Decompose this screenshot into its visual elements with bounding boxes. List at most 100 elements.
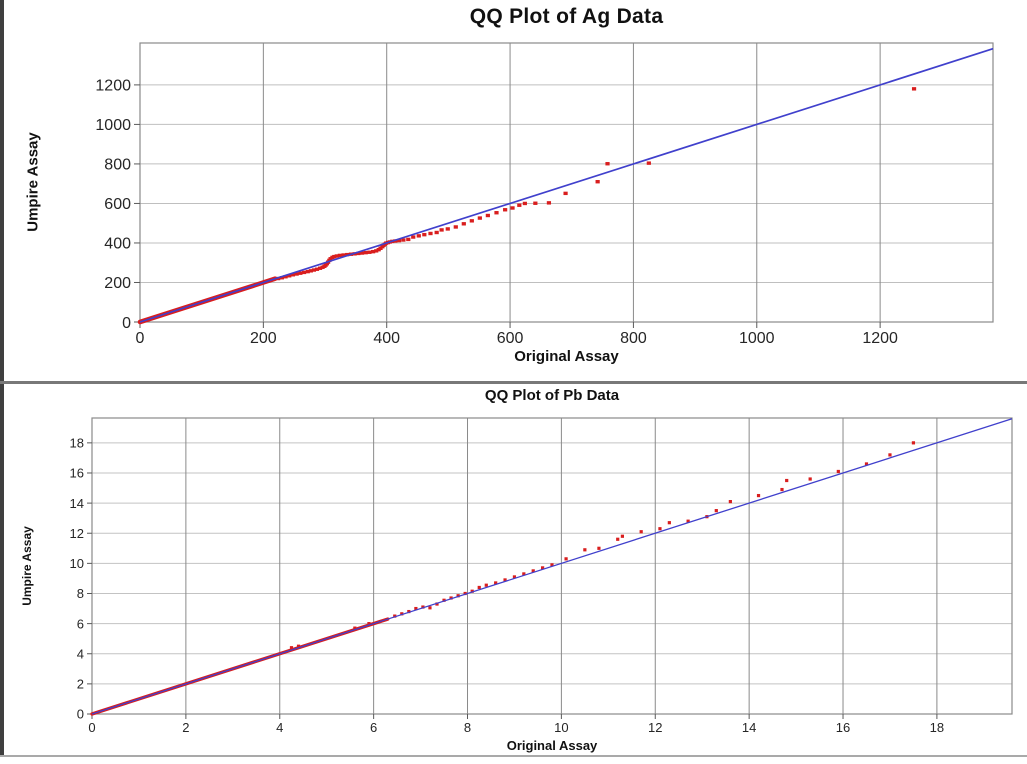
scatter-point: [541, 566, 545, 570]
y-tick-label: 200: [104, 275, 131, 292]
scatter-point: [290, 273, 296, 277]
scatter-point: [283, 275, 288, 279]
scatter-point: [522, 572, 526, 576]
scatter-point: [714, 509, 718, 513]
scatter-point: [407, 609, 411, 614]
scatter-point: [359, 251, 365, 255]
x-tick-label: 16: [836, 720, 850, 735]
scatter-point: [808, 477, 812, 481]
scatter-point: [442, 598, 446, 602]
scatter-point: [616, 537, 620, 541]
x-tick-label: 18: [930, 720, 944, 735]
scatter-point: [494, 211, 499, 215]
y-tick-label: 1200: [95, 78, 131, 95]
scatter-point: [393, 614, 397, 618]
scatter-point: [780, 487, 784, 492]
scatter-point: [686, 519, 690, 523]
y-tick-label: 4: [77, 646, 84, 661]
scatter-point: [332, 254, 337, 259]
scatter-point: [517, 203, 522, 207]
scatter-point: [503, 578, 507, 582]
pb-y-axis-title: Umpire Assay: [20, 526, 34, 606]
ag-y-axis-title: Umpire Assay: [24, 132, 42, 232]
scatter-point: [658, 527, 662, 531]
scatter-point: [311, 268, 317, 272]
scatter-point: [531, 569, 535, 573]
ag-x-axis-title: Original Assay: [514, 348, 619, 365]
y-tick-label: 16: [70, 466, 84, 481]
scatter-point: [287, 274, 292, 278]
scatter-point: [435, 602, 439, 606]
y-tick-label: 800: [104, 157, 131, 174]
scatter-point: [363, 250, 368, 255]
scatter-point: [510, 206, 515, 210]
y-tick-label: 10: [70, 556, 84, 571]
panel-divider-line: [0, 381, 1027, 384]
scatter-point: [367, 622, 371, 626]
scatter-point: [605, 162, 610, 166]
ag-chart-canvas: 0 200 400 600 800 1000 1200 0 200 400 600 800 1000 12…: [95, 42, 994, 347]
y-tick-label: 600: [104, 196, 131, 213]
scatter-point: [367, 250, 372, 254]
plot-border: [91, 417, 1013, 715]
scatter-point: [485, 213, 490, 218]
y-tick-label: 18: [70, 436, 84, 451]
scatter-point: [294, 272, 299, 276]
scatter-point: [411, 235, 416, 239]
left-border-bar: [0, 0, 4, 757]
scatter-point: [484, 583, 488, 587]
x-tick-label: 800: [620, 330, 647, 347]
scatter-point: [785, 478, 789, 483]
y-tick-label: 8: [77, 586, 84, 601]
scatter-point: [428, 606, 432, 610]
scatter-point: [522, 201, 527, 206]
x-tick-label: 1200: [862, 330, 898, 347]
scatter-point: [470, 589, 474, 593]
scatter-point: [416, 234, 421, 238]
scatter-point: [836, 469, 840, 474]
scatter-point: [314, 267, 320, 271]
x-tick-label: 1000: [739, 330, 775, 347]
scatter-point: [371, 249, 376, 254]
scatter-point: [597, 546, 601, 550]
scatter-point: [449, 596, 453, 600]
x-tick-label: 14: [742, 720, 756, 735]
x-tick-label: 0: [88, 720, 95, 735]
scatter-point: [439, 228, 444, 232]
scatter-point: [401, 238, 406, 242]
y-tick-label: 1000: [95, 117, 131, 134]
scatter-point: [400, 612, 404, 616]
scatter-point: [563, 191, 568, 196]
scatter-point: [477, 585, 481, 590]
pb-x-axis-title: Original Assay: [506, 738, 598, 753]
y-tick-label: 0: [77, 707, 84, 722]
scatter-point: [456, 594, 460, 598]
scatter-point: [445, 227, 450, 231]
scatter-point: [421, 605, 425, 609]
scatter-point: [533, 201, 538, 205]
scatter-point: [595, 180, 600, 184]
y-tick-label: 14: [70, 496, 84, 511]
scatter-point: [503, 208, 508, 212]
y-tick-label: 400: [104, 236, 131, 253]
plot-border: [139, 42, 994, 323]
scatter-point: [564, 557, 568, 561]
scatter-point: [477, 216, 482, 220]
scatter-point: [422, 232, 427, 237]
scatter-point: [337, 253, 342, 258]
scatter-point: [414, 606, 418, 611]
scatter-point: [345, 252, 350, 257]
scatter-point: [341, 253, 346, 257]
x-tick-label: 10: [554, 720, 568, 735]
x-tick-label: 12: [648, 720, 662, 735]
scatter-point: [353, 626, 357, 630]
scatter-point: [728, 500, 732, 504]
scatter-point: [334, 254, 339, 258]
scatter-point: [279, 276, 284, 280]
y-tick-label: 0: [122, 315, 131, 332]
x-tick-label: 0: [136, 330, 145, 347]
scatter-point: [639, 530, 643, 534]
scatter-point: [667, 521, 671, 525]
scatter-point: [646, 161, 651, 165]
